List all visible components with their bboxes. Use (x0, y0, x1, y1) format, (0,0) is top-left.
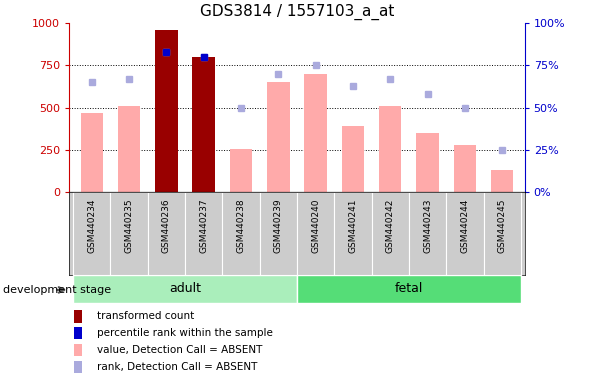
Text: GSM440234: GSM440234 (87, 199, 96, 253)
Bar (371, 192, 409, 275)
Bar (110, 192, 148, 275)
Text: GSM440242: GSM440242 (386, 199, 395, 253)
Text: GSM440238: GSM440238 (236, 199, 245, 253)
Text: adult: adult (169, 283, 201, 295)
Bar (297, 275, 521, 303)
Bar (267, 82, 289, 192)
Bar (118, 106, 140, 192)
Text: rank, Detection Call = ABSENT: rank, Detection Call = ABSENT (96, 362, 257, 372)
Bar (342, 126, 364, 192)
Bar (73, 192, 110, 275)
Text: transformed count: transformed count (96, 311, 194, 321)
Bar (260, 192, 297, 275)
Bar (81, 113, 103, 192)
Bar (446, 192, 484, 275)
Bar (74, 361, 82, 373)
Text: GSM440240: GSM440240 (311, 199, 320, 253)
Text: GSM440244: GSM440244 (461, 199, 469, 253)
Bar (409, 192, 446, 275)
Bar (305, 74, 327, 192)
Text: GSM440235: GSM440235 (125, 199, 133, 253)
Bar (74, 327, 82, 339)
Bar (484, 192, 521, 275)
Bar (230, 149, 252, 192)
Text: GSM440243: GSM440243 (423, 199, 432, 253)
Bar (334, 192, 371, 275)
Text: fetal: fetal (395, 283, 423, 295)
Text: GSM440237: GSM440237 (199, 199, 208, 253)
Bar (491, 170, 513, 192)
Text: GSM440241: GSM440241 (349, 199, 358, 253)
Title: GDS3814 / 1557103_a_at: GDS3814 / 1557103_a_at (200, 4, 394, 20)
Bar (155, 30, 177, 192)
Bar (148, 192, 185, 275)
Text: GSM440245: GSM440245 (497, 199, 507, 253)
Bar (297, 192, 334, 275)
Text: value, Detection Call = ABSENT: value, Detection Call = ABSENT (96, 345, 262, 355)
Bar (453, 145, 476, 192)
Text: GSM440236: GSM440236 (162, 199, 171, 253)
Text: percentile rank within the sample: percentile rank within the sample (96, 328, 273, 338)
Bar (73, 275, 297, 303)
Bar (192, 57, 215, 192)
Text: GSM440239: GSM440239 (274, 199, 283, 253)
Text: development stage: development stage (3, 285, 111, 295)
Bar (185, 192, 223, 275)
Bar (223, 192, 260, 275)
Bar (417, 133, 439, 192)
Bar (74, 344, 82, 356)
Bar (74, 310, 82, 323)
Bar (379, 106, 402, 192)
